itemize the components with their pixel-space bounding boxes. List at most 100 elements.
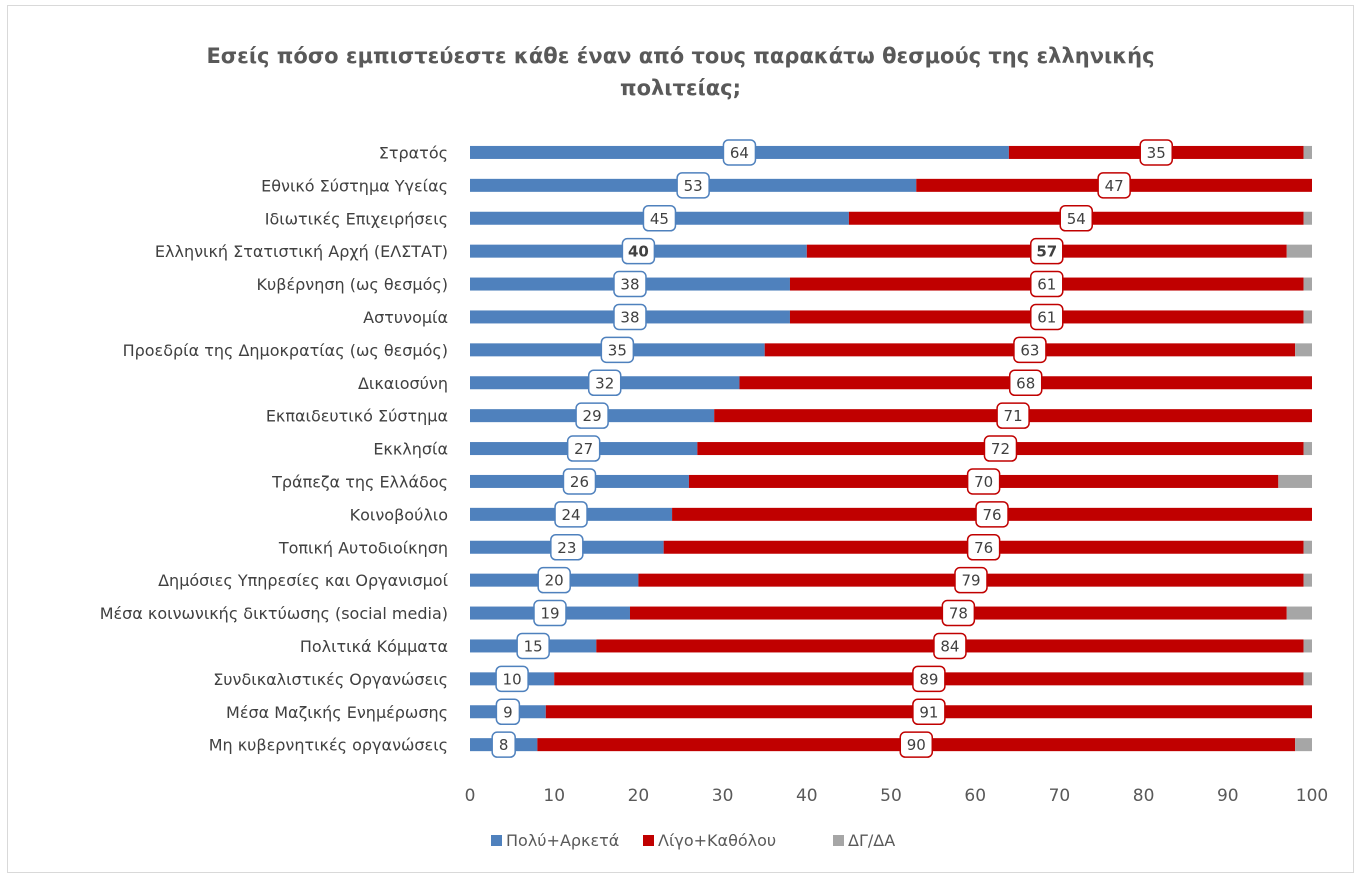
category-label: Εκπαιδευτικό Σύστημα [266, 407, 448, 426]
data-label-box [516, 632, 550, 660]
data-label: 71 [996, 402, 1030, 429]
data-label-text: 91 [919, 703, 938, 721]
data-label: 76 [966, 534, 1001, 561]
data-label-text: 9 [503, 703, 513, 721]
x-tick-label: 30 [712, 786, 734, 806]
data-label: 38 [613, 303, 647, 331]
data-label-text: 84 [940, 637, 959, 655]
bar-segment-dk-na [1303, 145, 1312, 159]
data-label-box [575, 402, 609, 429]
data-label-text: 63 [1020, 341, 1039, 359]
data-label: 23 [550, 534, 584, 561]
data-label: 63 [1013, 336, 1047, 364]
data-label-box [899, 731, 934, 758]
data-label-box [966, 534, 1001, 561]
data-label-box [1030, 303, 1064, 331]
data-label-text: 35 [608, 341, 627, 359]
data-label-text: 68 [1016, 374, 1035, 392]
data-label-box [495, 665, 529, 693]
data-labels: 64 35 53 47 45 54 40 57 38 61 38 61 35 63 32 68 29 71 27 72… [491, 139, 1173, 758]
bar-segment-dk-na [1286, 244, 1312, 258]
data-label-text: 53 [684, 177, 703, 195]
chart-title-line-2: πολιτείας; [619, 76, 742, 100]
data-label-text: 29 [583, 407, 602, 425]
data-label-box [1013, 336, 1047, 364]
bar-segment-dk-na [1303, 672, 1312, 686]
category-label: Κυβέρνηση (ως θεσμός) [256, 275, 448, 294]
legend-item: Πολύ+Αρκετά [491, 831, 619, 850]
data-label-text: 38 [620, 276, 639, 294]
data-label-text: 54 [1067, 210, 1086, 228]
data-label-box [554, 501, 588, 528]
data-label: 90 [899, 731, 934, 758]
bar-segment-dk-na [1303, 211, 1312, 225]
category-label: Μέσα κοινωνικής δικτύωσης (social media) [100, 604, 448, 623]
x-tick-label: 10 [543, 786, 565, 806]
data-label-text: 78 [949, 605, 968, 623]
data-label: 61 [1030, 270, 1064, 298]
data-label: 15 [516, 632, 550, 660]
data-label-box [550, 534, 584, 561]
data-label: 10 [495, 665, 529, 693]
data-label-text: 64 [730, 144, 749, 162]
bar-segment-dk-na [1286, 606, 1312, 620]
data-label: 45 [642, 205, 677, 232]
data-label: 38 [613, 270, 647, 298]
data-label-box [966, 468, 1001, 495]
data-label-text: 61 [1037, 276, 1056, 294]
data-label: 9 [495, 698, 521, 725]
data-label-box [537, 566, 571, 594]
category-label: Εκκλησία [373, 440, 448, 459]
data-label: 53 [676, 172, 710, 199]
data-label-box [533, 599, 567, 627]
data-label-box [1030, 237, 1064, 265]
data-label: 24 [554, 501, 588, 528]
data-label: 70 [966, 468, 1001, 495]
x-tick-label: 90 [1217, 786, 1239, 806]
legend-swatch [643, 835, 654, 846]
bar-segment-dk-na [1295, 343, 1312, 357]
category-label: Αστυνομία [363, 308, 448, 327]
data-label: 57 [1030, 237, 1064, 265]
x-tick-label: 60 [964, 786, 986, 806]
bar-segment-dk-na [1303, 442, 1312, 456]
bar-segment-dk-na [1303, 639, 1312, 653]
data-label-box [491, 731, 516, 758]
data-label: 76 [975, 501, 1009, 528]
data-label: 26 [562, 468, 597, 495]
data-label-box [983, 435, 1018, 462]
x-axis: 0 10 20 30 40 50 60 70 80 90 100 [465, 786, 1329, 806]
data-label-box [566, 435, 601, 462]
data-label-text: 27 [574, 440, 593, 458]
legend-label: ΔΓ/ΔΑ [848, 831, 895, 850]
data-label-box [954, 566, 988, 594]
data-label-text: 35 [1147, 144, 1166, 162]
data-label: 91 [912, 698, 946, 725]
bar-segment-dk-na [1295, 738, 1312, 752]
bar-segment-dk-na [1303, 277, 1312, 291]
category-label: Δημόσιες Υπηρεσίες και Οργανισμοί [158, 571, 448, 590]
category-label: Μέσα Μαζικής Ενημέρωσης [226, 703, 448, 722]
category-label: Κοινοβούλιο [350, 505, 448, 524]
data-label-text: 89 [919, 670, 938, 688]
category-label: Εθνικό Σύστημα Υγείας [261, 176, 448, 195]
category-label: Μη κυβερνητικές οργανώσεις [209, 736, 448, 755]
data-label: 54 [1059, 205, 1093, 232]
category-label: Τοπική Αυτοδιοίκηση [278, 538, 448, 557]
legend-label: Πολύ+Αρκετά [506, 831, 619, 850]
x-tick-label: 20 [628, 786, 650, 806]
legend-item: Λίγο+Καθόλου [643, 831, 776, 850]
data-label-text: 26 [570, 473, 589, 491]
data-label: 89 [912, 665, 946, 693]
category-label: Ιδιωτικές Επιχειρήσεις [265, 209, 448, 228]
data-label-text: 32 [595, 374, 614, 392]
data-label-box [621, 237, 656, 265]
data-label-text: 71 [1004, 407, 1023, 425]
data-label: 47 [1097, 172, 1131, 199]
data-label-box [642, 205, 677, 232]
data-label-text: 19 [540, 605, 559, 623]
data-label-text: 40 [628, 243, 649, 261]
data-label: 40 [621, 237, 656, 265]
data-label-text: 38 [620, 308, 639, 326]
legend-label: Λίγο+Καθόλου [658, 831, 776, 850]
